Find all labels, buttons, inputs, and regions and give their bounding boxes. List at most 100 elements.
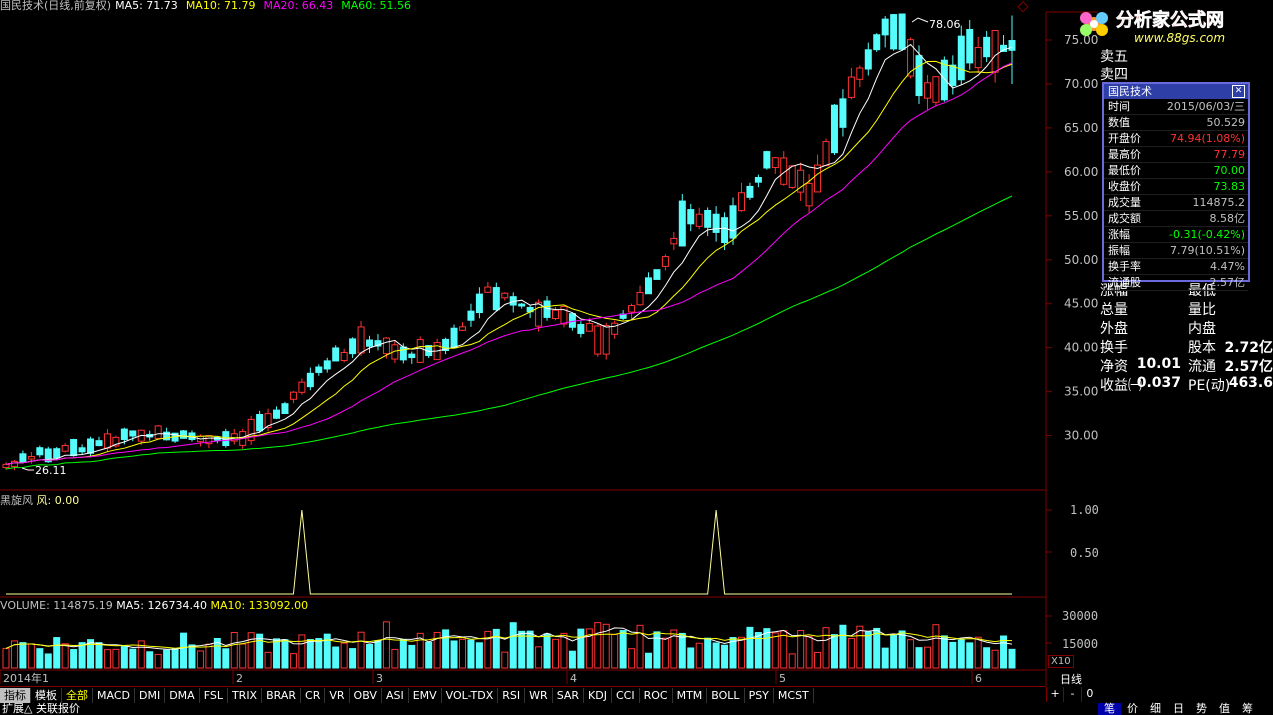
- candle-body[interactable]: [27, 455, 35, 460]
- candle-body[interactable]: [518, 303, 526, 307]
- candle-body[interactable]: [467, 310, 475, 321]
- candle-body[interactable]: [568, 313, 576, 328]
- candle-body[interactable]: [814, 164, 822, 193]
- candle-body[interactable]: [628, 305, 636, 313]
- candle-body[interactable]: [492, 287, 500, 311]
- right-tab-3[interactable]: 日: [1173, 702, 1184, 715]
- candle-body[interactable]: [974, 47, 982, 69]
- tab-vr[interactable]: VR: [325, 687, 350, 703]
- candle-body[interactable]: [366, 339, 374, 347]
- diamond-icon[interactable]: [1017, 1, 1029, 13]
- candle-body[interactable]: [763, 151, 771, 169]
- candle-body[interactable]: [247, 418, 255, 442]
- candle-body[interactable]: [957, 35, 965, 81]
- candle-body[interactable]: [87, 438, 95, 454]
- candle-body[interactable]: [264, 413, 272, 428]
- candle-body[interactable]: [678, 200, 686, 247]
- candle-body[interactable]: [695, 213, 703, 227]
- candle-body[interactable]: [289, 391, 297, 400]
- right-tab-0[interactable]: 笔: [1098, 703, 1121, 715]
- candle-body[interactable]: [281, 403, 289, 414]
- candle-body[interactable]: [797, 169, 805, 193]
- candle-body[interactable]: [349, 338, 357, 355]
- candle-body[interactable]: [585, 323, 593, 332]
- candle-body[interactable]: [1008, 40, 1016, 51]
- candle-body[interactable]: [10, 460, 18, 468]
- tab-dmi[interactable]: DMI: [135, 687, 166, 703]
- zoom-in-button[interactable]: +: [1046, 687, 1063, 702]
- candle-body[interactable]: [315, 366, 323, 373]
- tab-cr[interactable]: CR: [301, 687, 326, 703]
- candle-body[interactable]: [382, 337, 390, 355]
- candle-body[interactable]: [712, 213, 720, 233]
- candle-body[interactable]: [754, 176, 762, 183]
- candle-body[interactable]: [966, 29, 974, 64]
- candle-body[interactable]: [298, 381, 306, 393]
- candle-body[interactable]: [61, 445, 69, 452]
- candle-body[interactable]: [729, 205, 737, 239]
- candle-body[interactable]: [653, 269, 661, 280]
- candle-body[interactable]: [839, 98, 847, 128]
- data-tooltip[interactable]: 国民技术 ✕ 时间 2015/06/03/三 数值 50.529 开盘价 74.94(1.…: [1102, 82, 1250, 291]
- candle-body[interactable]: [881, 18, 889, 36]
- expand-link[interactable]: 扩展△ 关联报价: [2, 702, 80, 715]
- candle-body[interactable]: [670, 237, 678, 245]
- candle-body[interactable]: [704, 209, 712, 228]
- candle-body[interactable]: [399, 346, 407, 361]
- candle-body[interactable]: [594, 325, 602, 355]
- candle-body[interactable]: [602, 324, 610, 355]
- candle-body[interactable]: [340, 352, 348, 362]
- tab-全部[interactable]: 全部: [62, 687, 93, 703]
- candle-body[interactable]: [357, 326, 365, 354]
- candle-body[interactable]: [805, 182, 813, 207]
- right-tab-5[interactable]: 值: [1219, 702, 1230, 715]
- candle-body[interactable]: [53, 448, 61, 459]
- tab-模板[interactable]: 模板: [31, 687, 62, 703]
- candle-body[interactable]: [822, 141, 830, 167]
- right-tab-4[interactable]: 势: [1196, 702, 1207, 715]
- candle-body[interactable]: [70, 439, 78, 457]
- candle-body[interactable]: [644, 277, 652, 295]
- candle-body[interactable]: [450, 327, 458, 349]
- tab-roc[interactable]: ROC: [640, 687, 673, 703]
- tab-指标[interactable]: 指标: [0, 687, 31, 703]
- candle-body[interactable]: [163, 431, 171, 441]
- candlesticks[interactable]: [2, 13, 1016, 471]
- candle-body[interactable]: [442, 338, 450, 351]
- tab-psy[interactable]: PSY: [745, 687, 774, 703]
- tab-mcst[interactable]: MCST: [774, 687, 814, 703]
- candle-body[interactable]: [890, 14, 898, 50]
- candle-body[interactable]: [788, 165, 796, 188]
- candle-body[interactable]: [120, 428, 128, 440]
- candle-body[interactable]: [830, 104, 838, 154]
- candle-body[interactable]: [923, 82, 931, 99]
- candle-body[interactable]: [484, 286, 492, 293]
- candle-body[interactable]: [991, 30, 999, 73]
- candle-body[interactable]: [475, 293, 483, 314]
- tab-asi[interactable]: ASI: [382, 687, 409, 703]
- tab-fsl[interactable]: FSL: [200, 687, 228, 703]
- tab-emv[interactable]: EMV: [409, 687, 442, 703]
- tab-dma[interactable]: DMA: [165, 687, 200, 703]
- tab-mtm[interactable]: MTM: [673, 687, 708, 703]
- candle-body[interactable]: [44, 448, 52, 463]
- candle-body[interactable]: [907, 39, 915, 77]
- candle-body[interactable]: [535, 301, 543, 327]
- candle-body[interactable]: [374, 340, 382, 347]
- right-tab-1[interactable]: 价: [1127, 702, 1138, 715]
- candle-body[interactable]: [661, 256, 669, 267]
- candle-body[interactable]: [856, 67, 864, 80]
- candle-body[interactable]: [459, 326, 467, 331]
- tab-boll[interactable]: BOLL: [707, 687, 745, 703]
- candle-body[interactable]: [560, 305, 568, 325]
- candle-body[interactable]: [112, 436, 120, 447]
- tab-rsi[interactable]: RSI: [498, 687, 526, 703]
- candle-body[interactable]: [154, 425, 162, 439]
- chart-canvas[interactable]: 75.00 70.00 65.00 60.00 55.00 50.00 45.00 40.00…: [0, 0, 1100, 703]
- candle-body[interactable]: [636, 292, 644, 306]
- candle-body[interactable]: [873, 34, 881, 51]
- right-tab-2[interactable]: 细: [1150, 702, 1161, 715]
- candle-body[interactable]: [273, 409, 281, 419]
- candle-body[interactable]: [949, 64, 957, 86]
- candle-body[interactable]: [103, 433, 111, 449]
